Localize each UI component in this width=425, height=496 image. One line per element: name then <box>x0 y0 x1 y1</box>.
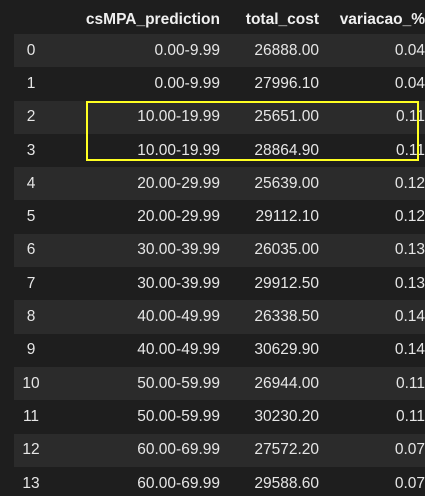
cell-total-cost: 25639.00 <box>254 174 319 192</box>
table-row: 9 40.00-49.99 30629.90 0.14 <box>14 333 425 367</box>
cell-csmpa-prediction: 60.00-69.99 <box>137 441 220 459</box>
cell-csmpa-prediction: 0.00-9.99 <box>154 74 221 92</box>
row-index: 0 <box>26 41 36 59</box>
cell-csmpa-prediction: 40.00-49.99 <box>137 341 220 359</box>
table-row: 5 20.00-29.99 29112.10 0.12 <box>14 200 425 234</box>
cell-csmpa-prediction: 10.00-19.99 <box>137 141 220 159</box>
cell-total-cost: 30230.20 <box>254 407 319 425</box>
table-row: 0 0.00-9.99 26888.00 0.04 <box>14 34 425 68</box>
column-header-csmpa-prediction: csMPA_prediction <box>85 11 220 28</box>
table-header: csMPA_prediction total_cost variacao_% <box>14 6 425 34</box>
cell-total-cost: 28864.90 <box>254 141 319 159</box>
index-header <box>14 6 48 34</box>
table-row: 8 40.00-49.99 26338.50 0.14 <box>14 300 425 334</box>
cell-variacao: 0.14 <box>394 341 425 359</box>
cell-csmpa-prediction: 50.00-59.99 <box>137 374 220 392</box>
row-index: 10 <box>22 374 40 392</box>
cell-total-cost: 29912.50 <box>254 274 319 292</box>
cell-variacao: 0.04 <box>394 41 425 59</box>
cell-total-cost: 27572.20 <box>254 441 319 459</box>
cell-total-cost: 29112.10 <box>255 208 320 226</box>
row-index: 6 <box>26 241 36 259</box>
row-index: 12 <box>22 441 40 459</box>
cell-variacao: 0.04 <box>394 74 425 92</box>
cell-variacao: 0.07 <box>394 441 425 459</box>
cell-variacao: 0.14 <box>394 308 425 326</box>
cell-csmpa-prediction: 30.00-39.99 <box>137 241 220 259</box>
table-row: 3 10.00-19.99 28864.90 0.11 <box>14 133 425 168</box>
row-index: 8 <box>26 308 36 326</box>
cell-variacao: 0.07 <box>394 474 425 492</box>
row-index: 7 <box>26 274 36 292</box>
row-index: 11 <box>22 407 40 425</box>
cell-variacao: 0.13 <box>394 241 425 259</box>
table-row: 12 60.00-69.99 27572.20 0.07 <box>14 433 425 467</box>
row-index: 1 <box>26 74 36 92</box>
cell-variacao: 0.13 <box>394 274 425 292</box>
table-row: 10 50.00-59.99 26944.00 0.11 <box>14 366 425 401</box>
cell-csmpa-prediction: 10.00-19.99 <box>137 108 220 126</box>
cell-csmpa-prediction: 50.00-59.99 <box>137 407 220 425</box>
cell-csmpa-prediction: 20.00-29.99 <box>137 174 220 192</box>
table-row: 7 30.00-39.99 29912.50 0.13 <box>14 267 425 301</box>
cell-total-cost: 29588.60 <box>254 474 319 492</box>
row-index: 3 <box>26 141 36 159</box>
cell-total-cost: 30629.90 <box>254 341 319 359</box>
table-row: 11 50.00-59.99 30230.20 0.11 <box>14 400 425 434</box>
cell-total-cost: 26944.00 <box>254 374 319 392</box>
row-index: 4 <box>26 174 36 192</box>
row-index: 13 <box>22 474 40 492</box>
cell-total-cost: 26888.00 <box>254 41 319 59</box>
row-index: 9 <box>26 341 36 359</box>
cell-total-cost: 26035.00 <box>254 241 319 259</box>
cell-total-cost: 25651.00 <box>254 108 319 126</box>
table-row: 2 10.00-19.99 25651.00 0.11 <box>14 100 425 134</box>
cell-total-cost: 26338.50 <box>254 308 319 326</box>
table-row: 1 0.00-9.99 27996.10 0.04 <box>14 67 425 101</box>
dataframe-table: csMPA_prediction total_cost variacao_% 0… <box>14 6 425 496</box>
cell-variacao: 0.11 <box>395 108 425 126</box>
cell-variacao: 0.11 <box>395 141 425 159</box>
row-index: 5 <box>26 208 36 226</box>
cell-variacao: 0.12 <box>394 208 425 226</box>
cell-variacao: 0.11 <box>395 374 425 392</box>
cell-variacao: 0.11 <box>395 407 425 425</box>
table-row: 6 30.00-39.99 26035.00 0.13 <box>14 233 425 268</box>
row-index: 2 <box>26 108 36 126</box>
cell-variacao: 0.12 <box>394 174 425 192</box>
cell-total-cost: 27996.10 <box>254 74 319 92</box>
header-row: csMPA_prediction total_cost variacao_% <box>14 6 425 34</box>
cell-csmpa-prediction: 40.00-49.99 <box>137 308 220 326</box>
table-row: 4 20.00-29.99 25639.00 0.12 <box>14 167 425 201</box>
column-header-total-cost: total_cost <box>245 11 319 28</box>
cell-csmpa-prediction: 60.00-69.99 <box>137 474 220 492</box>
column-header-variacao: variacao_% <box>339 11 425 28</box>
cell-csmpa-prediction: 30.00-39.99 <box>137 274 220 292</box>
table-row: 13 60.00-69.99 29588.60 0.07 <box>14 466 425 496</box>
cell-csmpa-prediction: 0.00-9.99 <box>154 41 221 59</box>
table-body: 0 0.00-9.99 26888.00 0.04 1 0.00-9.99 27996.10… <box>14 34 425 496</box>
cell-csmpa-prediction: 20.00-29.99 <box>137 208 220 226</box>
